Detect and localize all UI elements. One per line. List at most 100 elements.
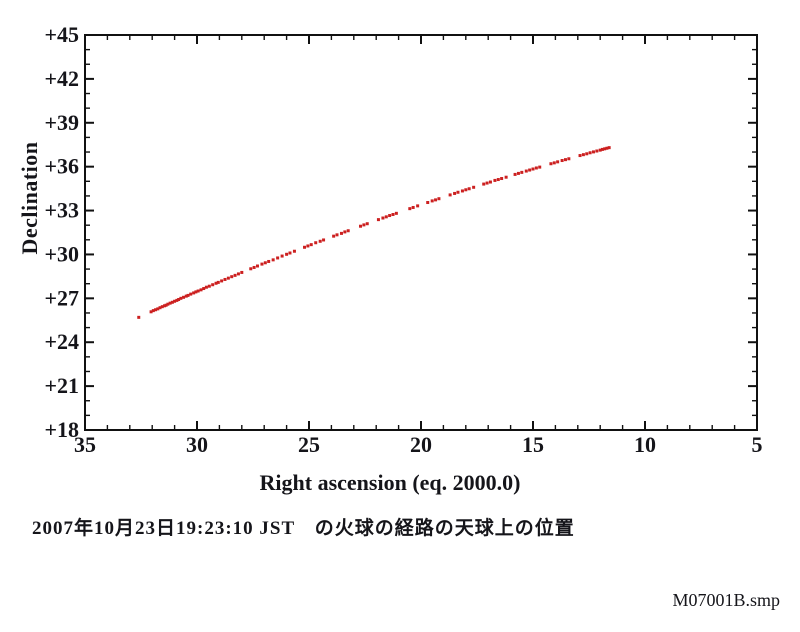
data-point [585,152,589,156]
data-point [556,160,560,164]
data-point [607,146,611,150]
y-axis-label: Declination [17,141,42,255]
y-tick-label: +42 [44,66,79,91]
y-tick-label: +30 [44,241,79,266]
y-tick-label: +21 [44,373,79,398]
data-point [496,178,500,182]
data-point [343,230,347,234]
data-point [485,181,489,185]
data-point [464,188,468,192]
data-point [376,218,380,222]
data-point [595,149,599,153]
data-point [460,189,464,193]
data-point [276,256,280,260]
y-tick-label: +45 [44,22,79,47]
data-point [280,254,284,258]
data-point [453,191,457,195]
data-point [204,285,208,289]
data-point [437,197,441,201]
data-point [605,146,609,150]
data-point [137,315,141,319]
data-point [391,213,395,217]
data-point [335,233,339,237]
data-point [158,306,162,310]
data-point [384,215,388,219]
data-point [416,204,420,208]
data-point [434,198,438,202]
data-point [552,161,556,165]
data-point [216,280,220,284]
data-point [430,199,434,203]
data-point [170,300,174,304]
data-point [488,180,492,184]
x-tick-label: 35 [74,432,96,457]
data-point [151,309,155,313]
data-point [339,231,343,235]
data-point [411,205,415,209]
data-point [156,307,160,311]
data-point [177,298,181,302]
data-point [567,157,571,161]
y-tick-label: +36 [44,154,79,179]
data-point [199,288,203,292]
data-point [520,170,524,174]
data-point [236,272,240,276]
data-point [314,241,318,245]
data-point [207,284,211,288]
y-tick-label: +33 [44,198,79,223]
data-point [186,293,190,297]
data-point [426,201,430,205]
data-point [292,249,296,253]
x-tick-label: 5 [752,432,763,457]
data-point [163,304,167,308]
data-point [318,239,322,243]
data-point [531,167,535,171]
data-point [168,301,172,305]
data-point [184,294,188,298]
data-point [322,238,326,242]
y-tick-label: +24 [44,329,79,354]
data-point [271,258,275,262]
data-point [448,193,452,197]
data-point [211,283,215,287]
data-point [164,303,168,307]
data-point [263,261,267,265]
data-point [467,187,471,191]
data-point [267,259,271,263]
x-tick-label: 25 [298,432,320,457]
x-tick-label: 10 [634,432,656,457]
data-point [175,298,179,302]
data-point [166,302,170,306]
data-point [252,265,256,269]
x-tick-label: 30 [186,432,208,457]
data-point [598,148,602,152]
y-tick-label: +18 [44,417,79,442]
data-point [408,207,412,211]
data-point [482,182,486,186]
data-point [500,177,504,181]
data-point [173,299,177,303]
data-point [362,223,366,227]
data-point [524,169,528,173]
data-point [230,275,234,279]
data-point [214,281,218,285]
data-point [160,305,164,309]
data-point [202,287,206,291]
data-point [194,290,198,294]
figure-caption: 2007年10月23日19:23:10 JST の火球の経路の天球上の位置 [32,518,575,539]
data-point [578,154,582,158]
y-tick-label: +27 [44,285,79,310]
data-point [591,150,595,154]
data-point [149,310,153,314]
data-point [306,244,310,248]
data-point [528,168,532,172]
data-point [309,243,313,247]
data-point [249,267,253,271]
x-axis-label: Right ascension (eq. 2000.0) [259,470,521,495]
data-point [549,162,553,166]
data-point [303,245,307,249]
data-point [538,165,542,169]
data-point [563,158,567,162]
y-tick-label: +39 [44,110,79,135]
